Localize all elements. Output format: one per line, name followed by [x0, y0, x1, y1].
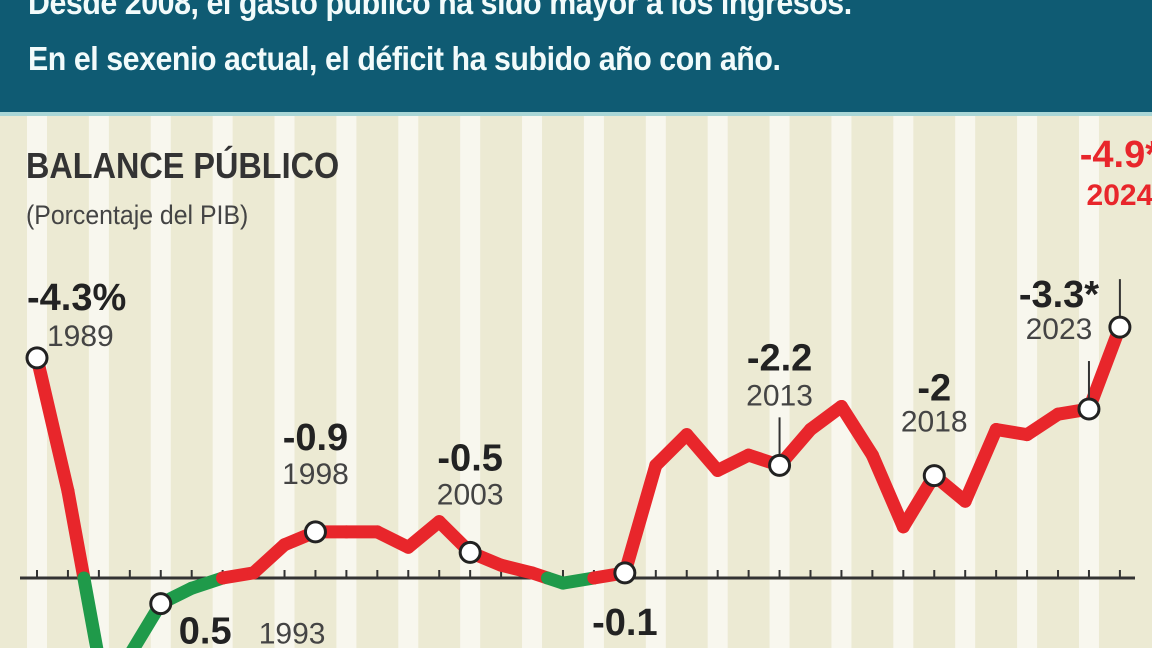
headline-banner: Desde 2008, el gasto público ha sido may…	[0, 0, 1152, 116]
annotation-year: 2018	[901, 406, 968, 439]
data-point-marker	[25, 346, 49, 370]
grid-stripe	[150, 116, 171, 648]
annotation-year: 2024	[1087, 179, 1152, 212]
annotation-year: 1989	[47, 320, 114, 353]
annotation-value: -0.5	[437, 437, 502, 479]
line-segment	[247, 538, 292, 580]
data-point-marker	[613, 561, 637, 585]
annotation-value: -0.9	[283, 417, 348, 459]
grid-stripe	[212, 116, 233, 648]
annotation-year: 1993	[259, 618, 326, 648]
line-segment	[61, 484, 91, 585]
data-point-marker	[1108, 315, 1132, 339]
line-segment	[1082, 320, 1127, 416]
annotation-value: -2	[917, 368, 951, 410]
annotation-value: -4.3%	[27, 277, 126, 319]
line-segment	[958, 423, 1003, 508]
grid-stripe	[398, 116, 419, 648]
grid-stripe	[831, 116, 852, 648]
grid-stripe	[88, 116, 109, 648]
grid-stripe	[583, 116, 604, 648]
annotation-value: -2.2	[747, 337, 812, 379]
grid-stripe	[460, 116, 481, 648]
data-point-marker	[922, 464, 946, 488]
data-point-marker	[1077, 397, 1101, 421]
chart-subtitle: (Porcentaje del PIB)	[26, 200, 249, 230]
annotation-value: -4.9*	[1080, 134, 1152, 176]
chart-title: BALANCE PÚBLICO	[26, 145, 340, 186]
grid-stripe	[274, 116, 295, 648]
grid-stripe	[645, 116, 666, 648]
annotation-year: 2003	[437, 478, 504, 511]
annotation-value: 0.5	[179, 611, 232, 648]
line-segment	[77, 571, 104, 648]
grid-stripe	[769, 116, 790, 648]
line-segment	[30, 351, 75, 498]
line-segment	[401, 515, 446, 554]
annotation-value: -3.3*	[1019, 274, 1099, 316]
headline-line-2: En el sexenio actual, el déficit ha subi…	[28, 40, 781, 77]
annotation-year: 1998	[282, 458, 349, 491]
grid-stripe	[893, 116, 914, 648]
data-point-marker	[458, 540, 482, 564]
grid-stripe	[707, 116, 728, 648]
headline-line-1: Desde 2008, el gasto público ha sido may…	[28, 0, 852, 21]
line-segment	[865, 448, 910, 534]
data-point-marker	[303, 520, 327, 544]
grid-stripe	[336, 116, 357, 648]
data-point-marker	[768, 453, 792, 477]
annotation-year: 2013	[746, 379, 813, 412]
grid-stripe	[1017, 116, 1038, 648]
annotation-value: -0.1	[592, 602, 657, 644]
grid-stripe	[955, 116, 976, 648]
grid-stripe	[522, 116, 543, 648]
line-segment	[649, 428, 694, 472]
annotation-year: 2023	[1026, 313, 1093, 346]
line-segment	[680, 428, 725, 477]
line-segment	[618, 458, 663, 580]
line-segment	[834, 399, 879, 462]
data-point-marker	[149, 592, 173, 616]
